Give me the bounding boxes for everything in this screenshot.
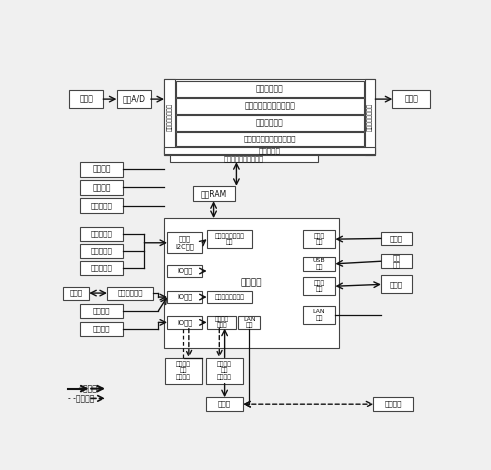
Bar [167, 316, 202, 329]
Text: 微波仪器: 微波仪器 [384, 401, 402, 407]
Text: 特征识别和轨迹绘制功能: 特征识别和轨迹绘制功能 [245, 102, 295, 110]
Bar [207, 230, 252, 248]
Bar [69, 90, 103, 108]
Bar [80, 162, 123, 177]
Text: 微波控制模块接口: 微波控制模块接口 [215, 294, 245, 300]
Bar [167, 265, 202, 277]
Bar [303, 306, 335, 324]
Text: ——数据流: ——数据流 [68, 384, 97, 393]
Bar [176, 81, 364, 97]
Bar [176, 98, 364, 114]
Text: 触摸屏
接口: 触摸屏 接口 [314, 233, 325, 245]
Bar [167, 232, 202, 253]
Bar [381, 232, 412, 245]
Text: 主控制器: 主控制器 [241, 278, 262, 287]
Bar [80, 227, 123, 241]
Bar [107, 287, 154, 299]
Text: 控制和数
收接口: 控制和数 收接口 [215, 316, 229, 329]
Text: IO接口: IO接口 [177, 319, 192, 326]
Bar [116, 90, 151, 108]
Text: USB
接口: USB 接口 [313, 258, 326, 269]
Text: 视频处理功能调用接口: 视频处理功能调用接口 [224, 155, 264, 162]
Bar [303, 257, 335, 271]
Text: 视频处理功能调用
接口: 视频处理功能调用 接口 [215, 233, 245, 245]
Text: 电源电路: 电源电路 [92, 183, 111, 192]
Bar [165, 358, 202, 384]
Bar [303, 230, 335, 248]
Text: 照明控制模块: 照明控制模块 [117, 290, 143, 297]
Bar [63, 287, 89, 299]
Text: 微波产生
电路
发射天线: 微波产生 电路 发射天线 [176, 361, 191, 380]
Bar [164, 79, 375, 155]
Text: 时钟电路: 时钟电路 [92, 165, 111, 174]
Text: 数字视频输出接口: 数字视频输出接口 [367, 103, 373, 131]
Text: 存储器
接口: 存储器 接口 [314, 280, 325, 292]
Text: - -控制命令: - -控制命令 [68, 394, 95, 403]
Bar [381, 254, 412, 268]
Text: 报警模块: 报警模块 [93, 326, 110, 332]
Bar [206, 397, 243, 411]
Bar [206, 358, 243, 384]
Text: 温度传感器: 温度传感器 [90, 231, 112, 237]
Bar [80, 322, 123, 336]
Text: LAN
接口: LAN 接口 [313, 309, 326, 321]
Bar [176, 116, 364, 131]
Bar [207, 316, 237, 329]
Text: LAN
接口: LAN 接口 [243, 317, 256, 328]
Bar [392, 90, 431, 108]
Bar [80, 198, 123, 213]
Text: 视频存储、传输、显示功能: 视频存储、传输、显示功能 [244, 136, 296, 142]
Bar [303, 277, 335, 295]
Text: 视频处理器: 视频处理器 [259, 147, 281, 154]
Bar [80, 244, 123, 258]
Text: 显示器: 显示器 [405, 94, 418, 103]
Bar [373, 397, 413, 411]
Bar [164, 79, 175, 155]
Bar [176, 132, 364, 146]
Text: 数字视频输入接口: 数字视频输入接口 [166, 103, 172, 131]
Bar [192, 186, 235, 201]
Bar [167, 291, 202, 303]
Bar [164, 147, 375, 154]
Bar [80, 304, 123, 318]
Bar [381, 275, 412, 293]
Bar [170, 155, 318, 162]
Bar [80, 180, 123, 195]
Text: 微波测量
电路
接收天线: 微波测量 电路 接收天线 [217, 361, 232, 380]
Text: IO接口: IO接口 [177, 268, 192, 274]
Text: 视频采集功能: 视频采集功能 [256, 84, 284, 93]
Text: 存储器: 存储器 [390, 281, 403, 288]
Text: 键盘
鼠标: 键盘 鼠标 [393, 254, 401, 268]
Text: 视频压缩功能: 视频压缩功能 [256, 118, 284, 127]
Text: 触摸屏: 触摸屏 [390, 235, 403, 242]
Text: 摄像头: 摄像头 [79, 94, 93, 103]
Text: 照明灯: 照明灯 [70, 290, 83, 297]
Bar [80, 261, 123, 275]
Bar [365, 79, 375, 155]
Text: 数字键盘: 数字键盘 [93, 307, 110, 314]
Text: 湿度传感器: 湿度传感器 [90, 248, 112, 254]
Bar [238, 316, 260, 329]
Bar [207, 291, 252, 303]
Text: 光强传感器: 光强传感器 [90, 265, 112, 271]
Text: 路由器: 路由器 [218, 401, 231, 407]
Text: 串口、
I2C接口: 串口、 I2C接口 [175, 235, 194, 250]
Text: 看门狗电路: 看门狗电路 [90, 202, 112, 209]
Text: 双口RAM: 双口RAM [200, 189, 227, 198]
Text: 视频A/D: 视频A/D [122, 94, 145, 103]
Text: IO接口: IO接口 [177, 294, 192, 300]
Bar [164, 218, 339, 348]
